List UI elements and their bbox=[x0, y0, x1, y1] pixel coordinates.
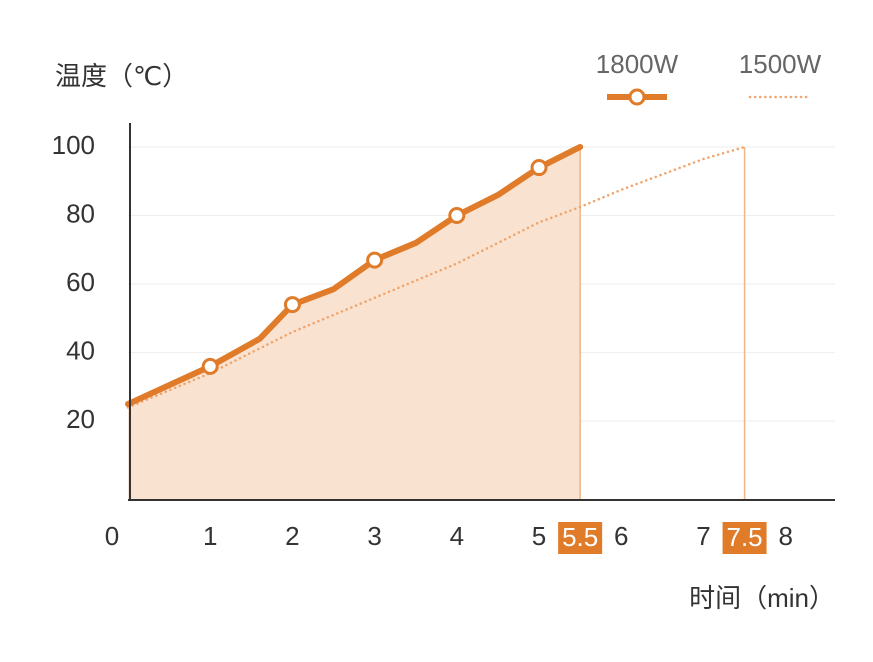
y-tick-label: 80 bbox=[66, 198, 95, 228]
area bbox=[128, 146, 581, 500]
x-tick-label: 0 bbox=[105, 521, 119, 551]
y-tick-label: 40 bbox=[66, 336, 95, 366]
x-axis-label: 时间（min） bbox=[689, 583, 835, 613]
point-marker bbox=[366, 251, 384, 269]
x-tick-label: 1 bbox=[203, 521, 217, 551]
x-tick-label: 2 bbox=[285, 521, 299, 551]
x-tick-label: 4 bbox=[450, 521, 464, 551]
x-tick-label: 6 bbox=[614, 521, 628, 551]
point-marker bbox=[283, 296, 301, 314]
legend-label: 1500W bbox=[739, 49, 822, 79]
point-marker bbox=[530, 159, 548, 177]
y-tick-label: 60 bbox=[66, 267, 95, 297]
highlight-tick-label: 5.5 bbox=[562, 522, 598, 552]
x-tick-label: 3 bbox=[367, 521, 381, 551]
legend-marker bbox=[628, 88, 646, 106]
highlight-box bbox=[722, 522, 767, 554]
point-marker bbox=[201, 357, 219, 375]
x-tick-label: 7 bbox=[696, 521, 710, 551]
highlight-box bbox=[558, 522, 603, 554]
y-tick-label: 100 bbox=[52, 130, 95, 160]
x-tick-label: 8 bbox=[778, 521, 792, 551]
x-tick-label: 5 bbox=[532, 521, 546, 551]
y-axis-label: 温度（℃） bbox=[55, 61, 188, 91]
point-marker bbox=[448, 207, 466, 225]
y-tick-label: 20 bbox=[66, 404, 95, 434]
legend-label: 1800W bbox=[596, 49, 679, 79]
highlight-tick-label: 7.5 bbox=[726, 522, 762, 552]
